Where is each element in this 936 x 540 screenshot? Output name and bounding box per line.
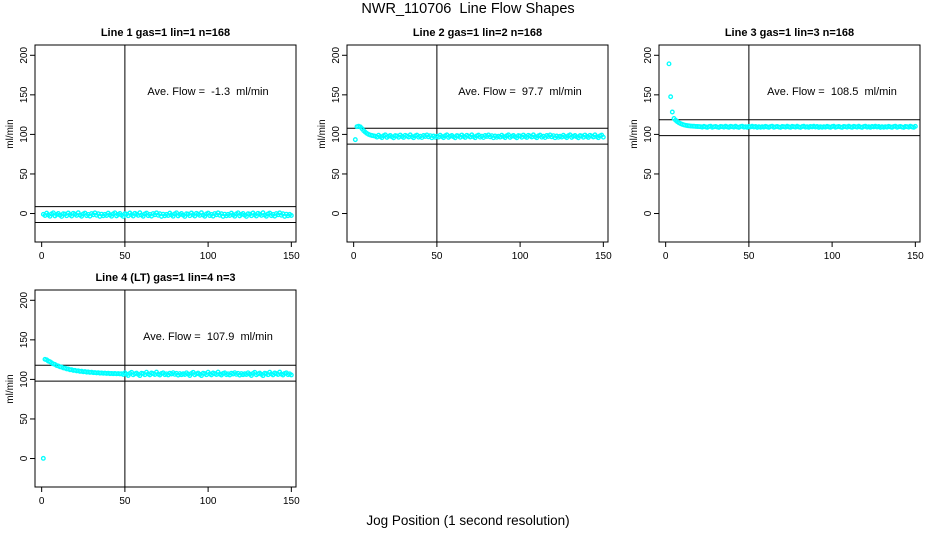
panel2-title: Line 2 gas=1 lin=2 n=168 [412, 27, 543, 39]
svg-text:100: 100 [643, 126, 654, 143]
panel4-ave-flow-annotation: Ave. Flow = 107.9 ml/min [143, 331, 273, 343]
svg-text:100: 100 [824, 251, 841, 262]
x-axis-title: Jog Position (1 second resolution) [366, 513, 570, 528]
svg-text:200: 200 [643, 47, 654, 64]
svg-text:150: 150 [19, 331, 30, 348]
figure-title: NWR_110706 Line Flow Shapes [361, 1, 575, 17]
svg-text:150: 150 [907, 251, 924, 262]
panel2-y-axis-label: ml/min [317, 119, 328, 149]
svg-text:0: 0 [39, 251, 45, 262]
panel3-title: Line 3 gas=1 lin=3 n=168 [724, 27, 855, 39]
panel4-title: Line 4 (LT) gas=1 lin=4 n=3 [95, 272, 236, 284]
svg-text:100: 100 [331, 126, 342, 143]
svg-text:150: 150 [19, 86, 30, 103]
svg-text:0: 0 [39, 496, 45, 507]
svg-text:100: 100 [19, 371, 30, 388]
svg-text:0: 0 [351, 251, 357, 262]
svg-text:100: 100 [200, 251, 217, 262]
svg-text:150: 150 [283, 251, 300, 262]
svg-text:0: 0 [19, 210, 30, 216]
panel3-y-axis-label: ml/min [629, 119, 640, 149]
svg-text:50: 50 [431, 251, 443, 262]
svg-text:200: 200 [19, 292, 30, 309]
panel1-plot: 0 50 100 150 0 50 100 150 200 [19, 44, 300, 262]
svg-text:100: 100 [200, 496, 217, 507]
svg-text:50: 50 [331, 168, 342, 180]
panel1-title: Line 1 gas=1 lin=1 n=168 [100, 27, 231, 39]
panel3-ave-flow-annotation: Ave. Flow = 108.5 ml/min [767, 86, 897, 98]
svg-text:50: 50 [119, 496, 131, 507]
svg-text:0: 0 [19, 455, 30, 461]
svg-text:50: 50 [19, 168, 30, 180]
svg-text:150: 150 [643, 86, 654, 103]
panel1-ave-flow-annotation: Ave. Flow = -1.3 ml/min [147, 86, 269, 98]
svg-text:100: 100 [512, 251, 529, 262]
svg-text:0: 0 [643, 210, 654, 216]
svg-text:0: 0 [331, 210, 342, 216]
panel2-plot: 0 50 100 150 0 50 100 150 200 [331, 44, 612, 262]
panel3-plot: 0 50 100 150 0 50 100 150 200 [643, 44, 924, 262]
svg-text:50: 50 [643, 168, 654, 180]
panel4-plot: 0 50 100 150 0 50 100 150 200 [19, 289, 300, 507]
panel1-y-axis-label: ml/min [5, 119, 16, 149]
svg-text:150: 150 [283, 496, 300, 507]
svg-text:200: 200 [331, 47, 342, 64]
svg-text:50: 50 [119, 251, 131, 262]
svg-text:150: 150 [331, 86, 342, 103]
svg-text:50: 50 [19, 413, 30, 425]
svg-text:50: 50 [743, 251, 755, 262]
svg-text:0: 0 [663, 251, 669, 262]
panel2-ave-flow-annotation: Ave. Flow = 97.7 ml/min [458, 86, 582, 98]
svg-text:100: 100 [19, 126, 30, 143]
panel4-y-axis-label: ml/min [5, 374, 16, 404]
svg-text:150: 150 [595, 251, 612, 262]
svg-text:200: 200 [19, 47, 30, 64]
